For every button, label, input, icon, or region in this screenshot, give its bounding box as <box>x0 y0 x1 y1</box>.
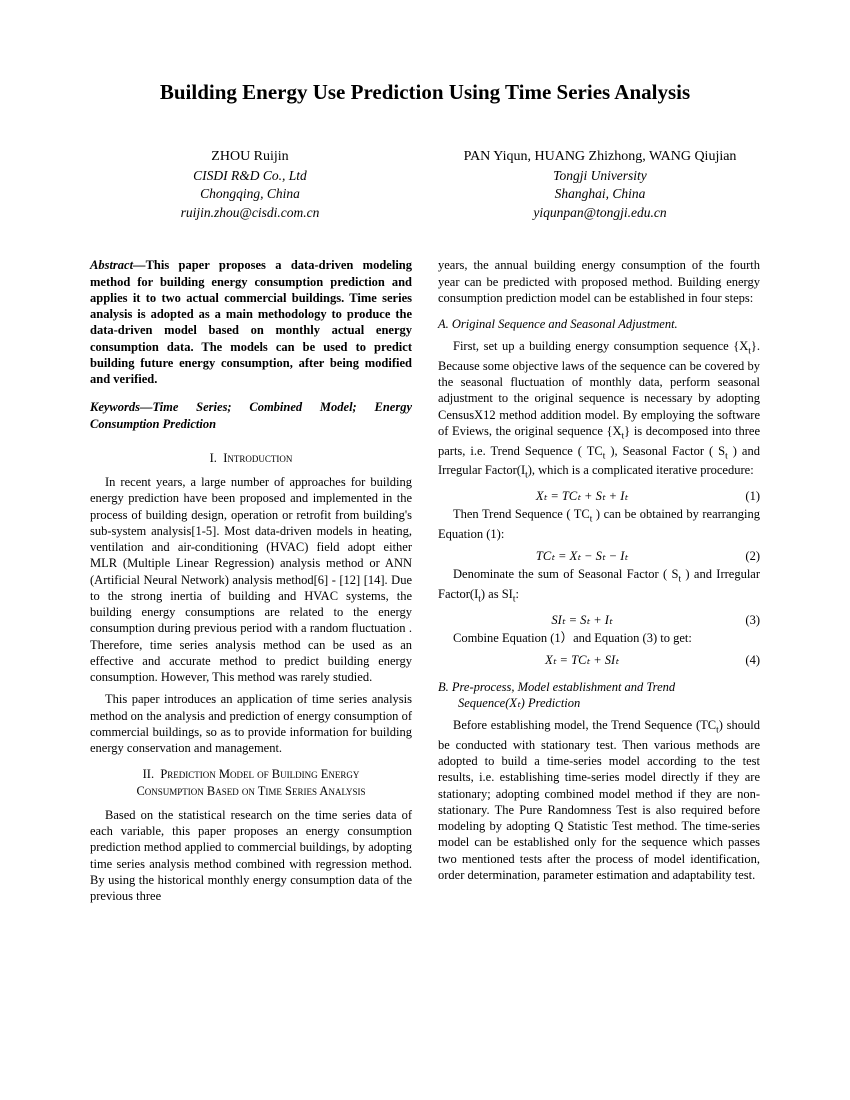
equation-3: SIₜ = Sₜ + Iₜ (3) <box>438 612 760 628</box>
text-fragment: Then Trend Sequence ( TC <box>453 507 590 521</box>
equation-1: Xₜ = TCₜ + Sₜ + Iₜ (1) <box>438 488 760 504</box>
author-email: yiqunpan@tongji.edu.cn <box>440 204 760 223</box>
author-email: ruijin.zhou@cisdi.com.cn <box>90 204 410 223</box>
author-block-left: ZHOU Ruijin CISDI R&D Co., Ltd Chongqing… <box>90 147 410 223</box>
subB-p1: Before establishing model, the Trend Seq… <box>438 717 760 883</box>
text-fragment: ), which is a complicated iterative proc… <box>528 463 754 477</box>
equation-number: (1) <box>726 488 760 504</box>
text-fragment: ) as SI <box>481 587 513 601</box>
section-text: Consumption Based on Time Series Analysi… <box>136 784 365 798</box>
section-num: I. <box>210 451 217 465</box>
intro-p2: This paper introduces an application of … <box>90 691 412 756</box>
equation-body: SIₜ = Sₜ + Iₜ <box>438 612 726 628</box>
left-column: Abstract—This paper proposes a data-driv… <box>90 257 412 910</box>
section-text: Introduction <box>223 451 292 465</box>
section-1-heading: I. Introduction <box>90 450 412 466</box>
subsection-b-heading: B. Pre-process, Model establishment and … <box>438 679 760 712</box>
text-fragment: B. Pre-process, Model establishment and … <box>438 680 675 694</box>
authors-row: ZHOU Ruijin CISDI R&D Co., Ltd Chongqing… <box>90 147 760 223</box>
author-city: Chongqing, China <box>90 185 410 204</box>
paper-title: Building Energy Use Prediction Using Tim… <box>90 80 760 105</box>
text-fragment: Denominate the sum of Seasonal Factor ( … <box>453 567 678 581</box>
right-column: years, the annual building energy consum… <box>438 257 760 910</box>
subA-p3: Denominate the sum of Seasonal Factor ( … <box>438 566 760 605</box>
equation-body: Xₜ = TCₜ + SIₜ <box>438 652 726 668</box>
paper-page: Building Energy Use Prediction Using Tim… <box>0 0 850 1100</box>
columns: Abstract—This paper proposes a data-driv… <box>90 257 760 910</box>
text-fragment: ) should be conducted with stationary te… <box>438 718 760 882</box>
equation-number: (3) <box>726 612 760 628</box>
equation-body: Xₜ = TCₜ + Sₜ + Iₜ <box>438 488 726 504</box>
text-fragment: Sequence(Xₜ) Prediction <box>438 696 580 710</box>
author-names: PAN Yiqun, HUANG Zhizhong, WANG Qiujian <box>440 147 760 167</box>
equation-number: (4) <box>726 652 760 668</box>
intro-p1: In recent years, a large number of appro… <box>90 474 412 685</box>
col2-continuation: years, the annual building energy consum… <box>438 257 760 306</box>
sec2-p1: Based on the statistical research on the… <box>90 807 412 905</box>
author-names: ZHOU Ruijin <box>90 147 410 167</box>
text-fragment: ), Seasonal Factor ( S <box>605 444 725 458</box>
abstract-block: Abstract—This paper proposes a data-driv… <box>90 257 412 387</box>
section-text: Prediction Model of Building Energy <box>160 767 359 781</box>
equation-2: TCₜ = Xₜ − Sₜ − Iₜ (2) <box>438 548 760 564</box>
subsection-a-heading: A. Original Sequence and Seasonal Adjust… <box>438 316 760 332</box>
keywords-block: Keywords—Time Series; Combined Model; En… <box>90 399 412 432</box>
equation-body: TCₜ = Xₜ − Sₜ − Iₜ <box>438 548 726 564</box>
subA-p2: Then Trend Sequence ( TCt ) can be obtai… <box>438 506 760 542</box>
author-block-right: PAN Yiqun, HUANG Zhizhong, WANG Qiujian … <box>440 147 760 223</box>
author-affiliation: Tongji University <box>440 167 760 186</box>
equation-4: Xₜ = TCₜ + SIₜ (4) <box>438 652 760 668</box>
abstract-text: This paper proposes a data-driven modeli… <box>90 258 412 386</box>
subA-p1: First, set up a building energy consumpt… <box>438 338 760 482</box>
text-fragment: Before establishing model, the Trend Seq… <box>453 718 716 732</box>
subA-p4: Combine Equation (1）and Equation (3) to … <box>438 630 760 646</box>
text-fragment: : <box>515 587 518 601</box>
author-affiliation: CISDI R&D Co., Ltd <box>90 167 410 186</box>
section-num: II. <box>143 767 154 781</box>
keywords-label: Keywords— <box>90 400 153 414</box>
section-2-heading: II. Prediction Model of Building Energy … <box>90 766 412 799</box>
author-city: Shanghai, China <box>440 185 760 204</box>
abstract-label: Abstract— <box>90 258 146 272</box>
text-fragment: First, set up a building energy consumpt… <box>453 339 748 353</box>
equation-number: (2) <box>726 548 760 564</box>
